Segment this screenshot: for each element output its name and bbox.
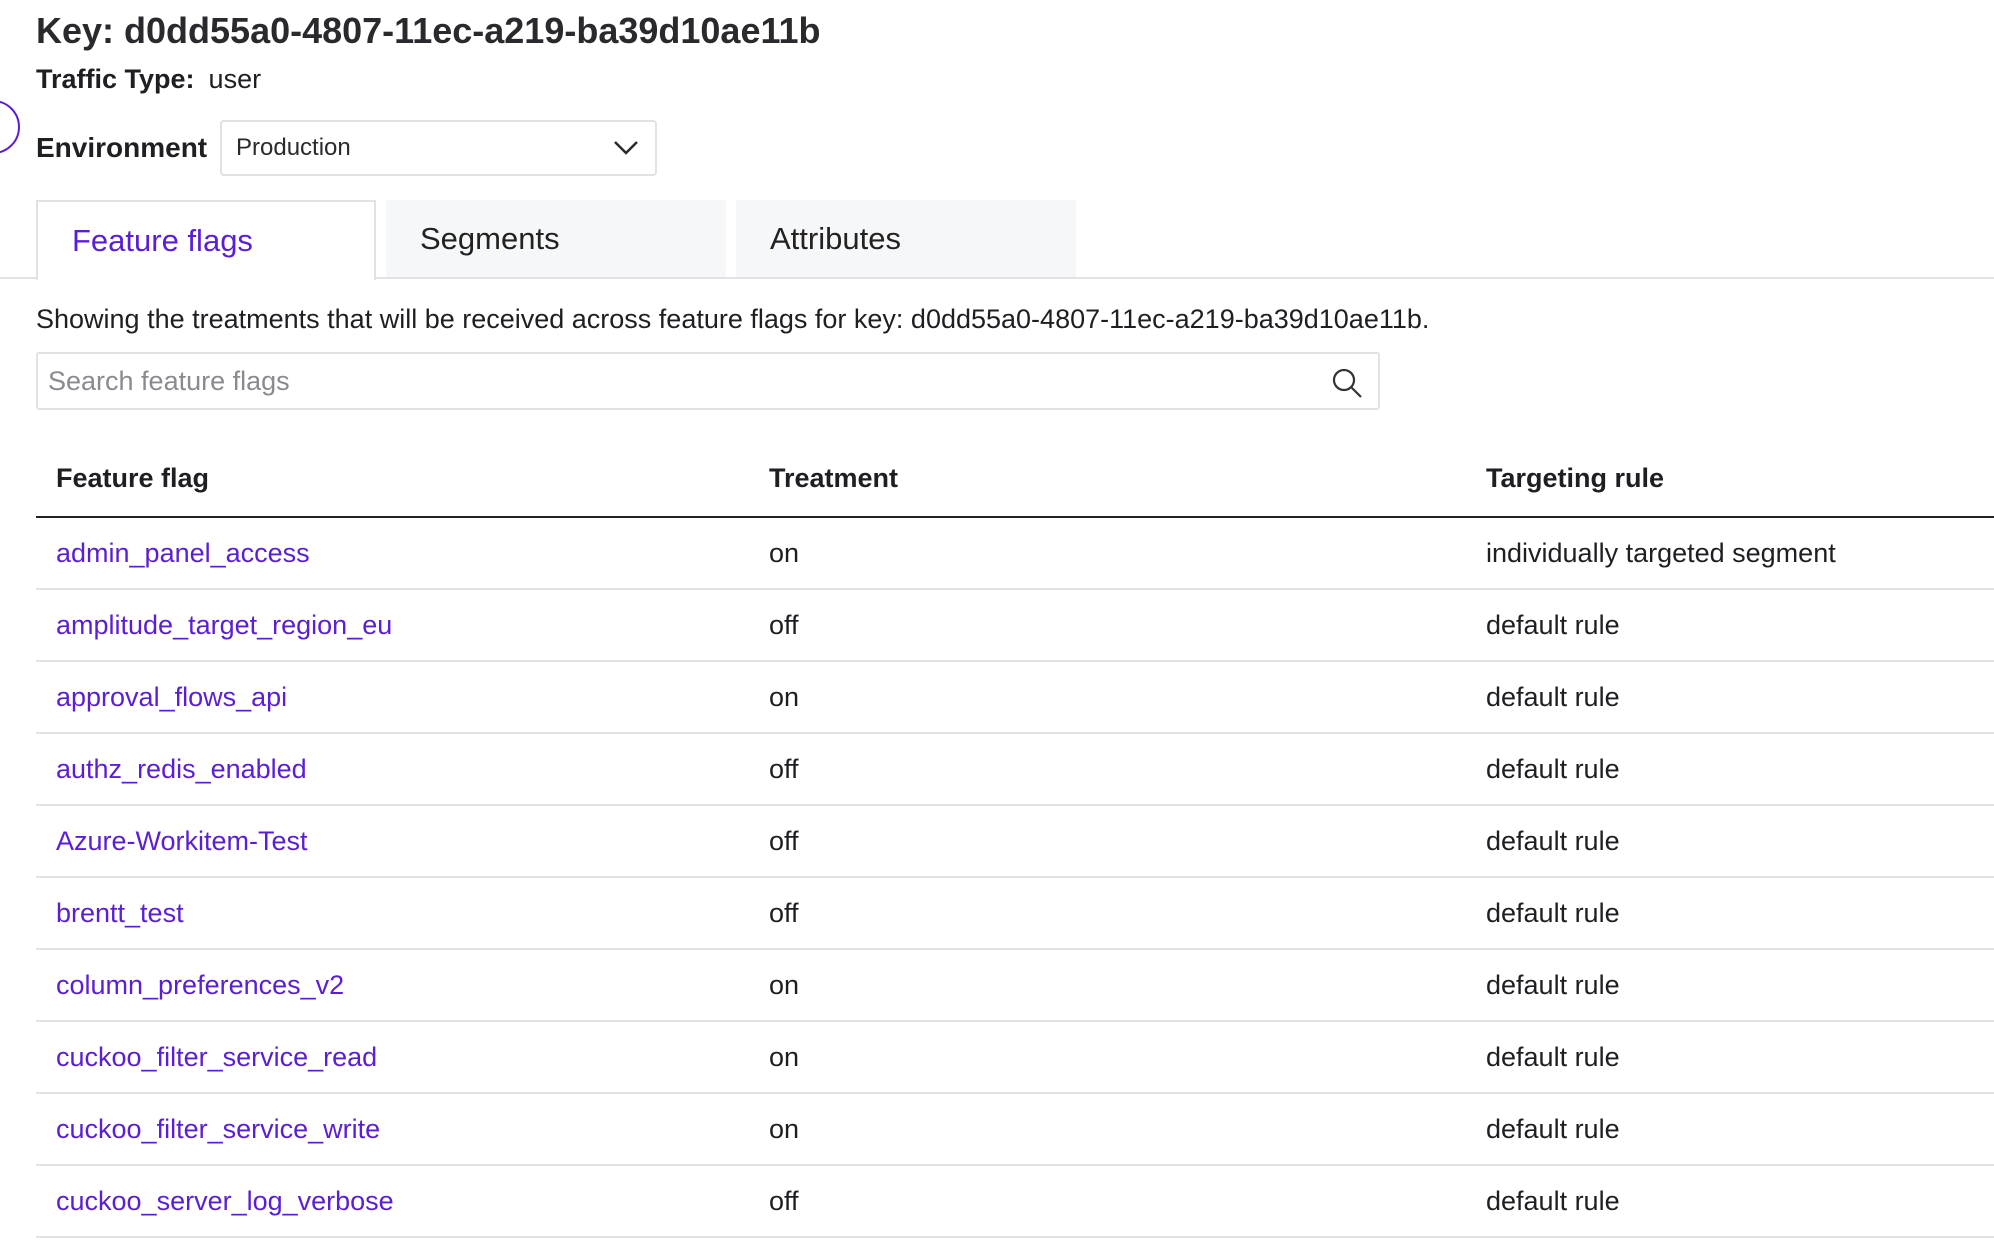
environment-value: Production xyxy=(236,134,351,161)
cell-targeting-rule: default rule xyxy=(1486,1165,1994,1238)
feature-flag-link[interactable]: cuckoo_filter_service_read xyxy=(56,1041,378,1072)
tab-segments[interactable]: Segments xyxy=(386,200,726,277)
cell-flag: cuckoo_filter_service_read xyxy=(36,1021,769,1094)
chevron-down-icon xyxy=(614,141,638,155)
cell-treatment: on xyxy=(769,661,1486,734)
feature-flag-link[interactable]: Azure-Workitem-Test xyxy=(56,825,308,856)
cell-flag: admin_panel_access xyxy=(36,517,769,590)
column-header-feature-flag[interactable]: Feature flag xyxy=(36,440,769,518)
cell-treatment: on xyxy=(769,1093,1486,1166)
cell-flag: approval_flows_api xyxy=(36,661,769,734)
cell-treatment: off xyxy=(769,805,1486,878)
cell-treatment: off xyxy=(769,733,1486,806)
cell-targeting-rule: individually targeted segment xyxy=(1486,517,1994,590)
feature-flags-table: Feature flag Treatment Targeting rule ad… xyxy=(36,440,1994,1238)
search-input[interactable] xyxy=(38,354,1318,408)
cell-treatment: off xyxy=(769,589,1486,662)
feature-flag-link[interactable]: authz_redis_enabled xyxy=(56,753,307,784)
column-header-targeting-rule[interactable]: Targeting rule xyxy=(1486,440,1994,518)
tab-feature-flags[interactable]: Feature flags xyxy=(36,200,376,280)
table-row: Azure-Workitem-Test off default rule xyxy=(36,805,1994,878)
traffic-type-label: Traffic Type: xyxy=(36,64,195,94)
traffic-type-value: user xyxy=(208,64,262,94)
feature-flag-link[interactable]: cuckoo_server_log_verbose xyxy=(56,1185,394,1216)
table-row: cuckoo_filter_service_write on default r… xyxy=(36,1093,1994,1166)
table-row: approval_flows_api on default rule xyxy=(36,661,1994,734)
feature-flag-link[interactable]: amplitude_target_region_eu xyxy=(56,609,393,640)
search-icon[interactable] xyxy=(1330,366,1364,400)
cell-treatment: off xyxy=(769,1165,1486,1238)
cell-flag: Azure-Workitem-Test xyxy=(36,805,769,878)
cell-targeting-rule: default rule xyxy=(1486,1093,1994,1166)
table-row: amplitude_target_region_eu off default r… xyxy=(36,589,1994,662)
cell-treatment: off xyxy=(769,877,1486,950)
environment-label: Environment xyxy=(36,132,208,163)
search-box[interactable] xyxy=(36,352,1380,410)
feature-flag-link[interactable]: admin_panel_access xyxy=(56,537,310,568)
cell-flag: cuckoo_filter_service_write xyxy=(36,1093,769,1166)
cell-treatment: on xyxy=(769,517,1486,590)
cell-targeting-rule: default rule xyxy=(1486,949,1994,1022)
table-row: column_preferences_v2 on default rule xyxy=(36,949,1994,1022)
table-row: cuckoo_server_log_verbose off default ru… xyxy=(36,1165,1994,1238)
feature-flag-link[interactable]: approval_flows_api xyxy=(56,681,288,712)
table-row: authz_redis_enabled off default rule xyxy=(36,733,1994,806)
cell-targeting-rule: default rule xyxy=(1486,1021,1994,1094)
column-header-treatment[interactable]: Treatment xyxy=(769,440,1486,518)
feature-flag-link[interactable]: cuckoo_filter_service_write xyxy=(56,1113,381,1144)
cell-flag: authz_redis_enabled xyxy=(36,733,769,806)
table-header: Feature flag Treatment Targeting rule xyxy=(36,440,1994,518)
cell-flag: amplitude_target_region_eu xyxy=(36,589,769,662)
tabs-divider xyxy=(0,277,1994,279)
page-title: Key: d0dd55a0-4807-11ec-a219-ba39d10ae11… xyxy=(36,10,821,51)
cell-targeting-rule: default rule xyxy=(1486,805,1994,878)
cell-flag: column_preferences_v2 xyxy=(36,949,769,1022)
tab-attributes[interactable]: Attributes xyxy=(736,200,1076,277)
table-row: cuckoo_filter_service_read on default ru… xyxy=(36,1021,1994,1094)
help-circle-icon[interactable] xyxy=(0,100,20,154)
cell-targeting-rule: default rule xyxy=(1486,661,1994,734)
environment-select[interactable]: Production xyxy=(220,120,657,176)
cell-flag: brentt_test xyxy=(36,877,769,950)
description: Showing the treatments that will be rece… xyxy=(36,304,1430,334)
cell-treatment: on xyxy=(769,949,1486,1022)
table-row: admin_panel_access on individually targe… xyxy=(36,517,1994,590)
feature-flag-link[interactable]: column_preferences_v2 xyxy=(56,969,345,1000)
cell-treatment: on xyxy=(769,1021,1486,1094)
feature-flag-link[interactable]: brentt_test xyxy=(56,897,184,928)
cell-flag: cuckoo_server_log_verbose xyxy=(36,1165,769,1238)
cell-targeting-rule: default rule xyxy=(1486,733,1994,806)
traffic-type: Traffic Type: user xyxy=(36,64,261,95)
table-row: brentt_test off default rule xyxy=(36,877,1994,950)
cell-targeting-rule: default rule xyxy=(1486,589,1994,662)
cell-targeting-rule: default rule xyxy=(1486,877,1994,950)
